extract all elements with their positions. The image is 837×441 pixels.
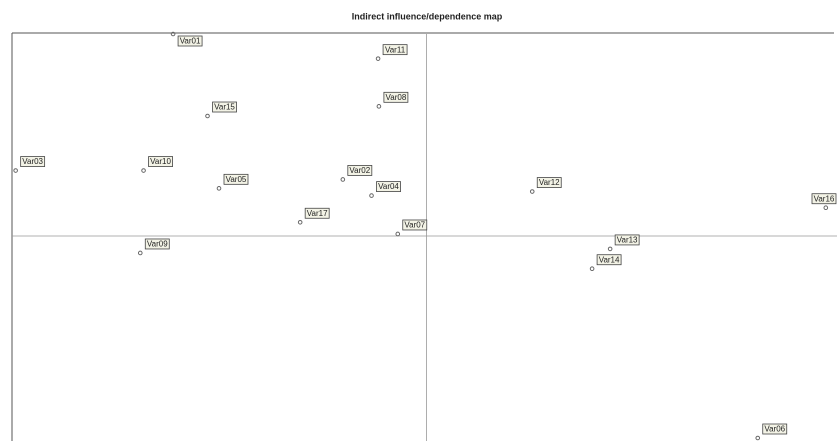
point xyxy=(340,177,346,182)
point-label: Var04 xyxy=(378,182,399,191)
label-box xyxy=(144,238,170,250)
label-box xyxy=(20,156,46,167)
point-label: Var02 xyxy=(349,166,370,175)
point-label: Var07 xyxy=(404,221,425,230)
point xyxy=(297,219,303,225)
point xyxy=(529,189,535,194)
point xyxy=(755,435,761,441)
point-label: Var08 xyxy=(386,93,407,102)
point-label: Var01 xyxy=(180,37,201,46)
point xyxy=(395,231,401,237)
point-label: Var12 xyxy=(539,178,560,187)
point xyxy=(216,186,222,191)
point-label: Var09 xyxy=(147,240,168,249)
point xyxy=(13,168,18,173)
label-box xyxy=(382,44,408,56)
label-box xyxy=(304,207,330,219)
point-label: Var03 xyxy=(22,157,43,166)
label-box xyxy=(347,165,373,176)
point xyxy=(369,193,374,198)
point xyxy=(607,246,613,252)
label-box xyxy=(376,181,401,193)
point-label: Var13 xyxy=(617,236,638,245)
label-box xyxy=(402,219,428,231)
point-label: Var05 xyxy=(226,175,247,184)
label-box xyxy=(811,193,837,205)
label-box xyxy=(614,234,640,246)
label-box xyxy=(536,177,562,188)
point xyxy=(375,56,381,61)
label-box xyxy=(762,423,788,435)
point xyxy=(141,168,146,173)
point-label: Var11 xyxy=(385,45,406,54)
point-label: Var17 xyxy=(307,209,328,218)
label-box xyxy=(223,173,249,185)
point-label: Var10 xyxy=(150,157,171,166)
chart-title: Indirect influence/dependence map xyxy=(352,11,503,21)
label-box xyxy=(383,91,409,103)
point xyxy=(823,205,829,211)
point xyxy=(137,250,143,256)
point xyxy=(170,31,176,37)
point-label: Var15 xyxy=(214,103,235,112)
point-label: Var16 xyxy=(814,194,835,203)
point xyxy=(205,113,210,119)
label-box xyxy=(148,156,173,167)
label-box xyxy=(177,35,203,47)
label-box xyxy=(596,254,622,266)
point-label: Var06 xyxy=(764,425,785,434)
point-label: Var14 xyxy=(599,255,620,264)
point xyxy=(376,104,382,109)
label-box xyxy=(212,101,237,113)
point xyxy=(589,266,595,272)
